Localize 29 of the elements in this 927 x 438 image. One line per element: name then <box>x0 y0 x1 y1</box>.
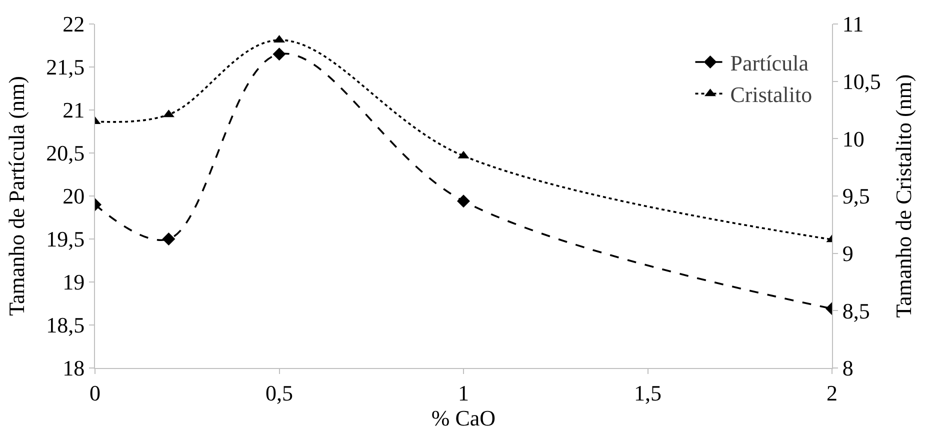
y-tick-label: 22 <box>62 12 85 37</box>
y2-tick-label: 11 <box>842 12 864 37</box>
x-axis-title: % CaO <box>431 405 496 430</box>
y-tick-label: 18 <box>62 356 85 381</box>
y-tick-label: 19 <box>62 270 85 295</box>
legend-label: Partícula <box>730 50 809 76</box>
x-tick-label: 0 <box>90 380 100 406</box>
y2-tick-label: 10 <box>842 126 864 152</box>
x-tick-label: 0,5 <box>266 380 293 406</box>
y-tick-label: 18,5 <box>46 312 85 338</box>
y-tick-label: 20 <box>62 184 85 209</box>
y2-tick-label: 8 <box>842 356 854 381</box>
x-tick-label: 1,5 <box>634 380 662 406</box>
point <box>272 48 286 61</box>
legend-label: Cristalito <box>730 82 812 108</box>
y-tick-label: 19,5 <box>46 226 85 252</box>
y-tick-label: 21,5 <box>46 54 85 80</box>
y-tick-label: 20,5 <box>46 140 85 166</box>
y-axis-title: Tamanho de Partícula (nm) <box>4 76 29 316</box>
y2-tick-label: 9 <box>842 241 854 266</box>
x-tick-label: 2 <box>826 380 838 406</box>
point <box>457 194 470 208</box>
x-tick-label: 1 <box>458 380 469 406</box>
y-tick-label: 21 <box>62 98 85 123</box>
y2-tick-label: 10,5 <box>842 69 881 94</box>
y2-tick-label: 9,5 <box>842 184 870 209</box>
y2-tick-label: 8,5 <box>842 298 870 324</box>
y2-axis-title: Tamanho de Cristalito (nm) <box>890 74 916 318</box>
point <box>162 232 176 246</box>
